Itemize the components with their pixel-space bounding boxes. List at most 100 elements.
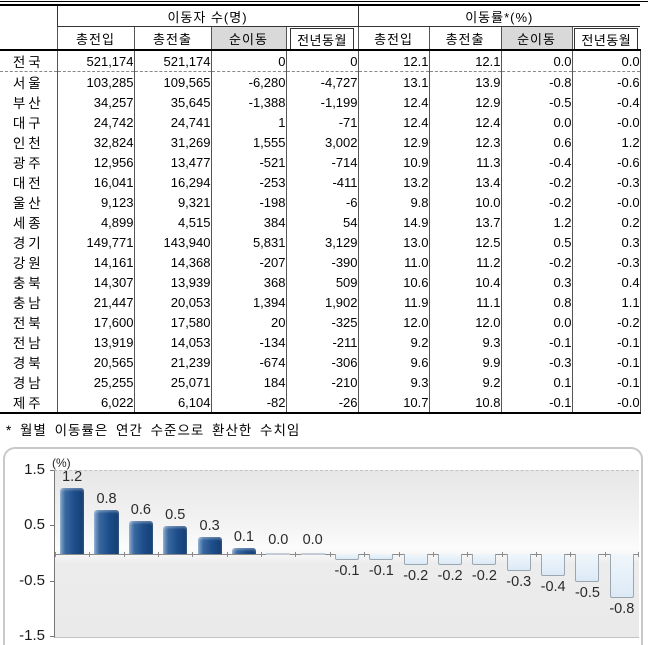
value-cell: -71 [285, 112, 359, 132]
value-cell: 103,285 [56, 71, 134, 92]
value-cell: 10.7 [357, 392, 430, 414]
value-cell: 14,161 [56, 252, 134, 272]
bar [197, 537, 222, 554]
value-cell: 14,307 [56, 272, 134, 292]
axis-tick [638, 552, 639, 557]
value-cell: -253 [210, 172, 286, 192]
value-cell: 384 [210, 212, 286, 232]
region-cell: 서울 [12, 76, 44, 91]
col-header-prev-year-month-rate: 전년동월 [571, 26, 641, 51]
bar [334, 554, 359, 560]
value-cell: 24,742 [56, 112, 134, 132]
value-cell: -0.1 [571, 332, 641, 352]
value-cell: 13.1 [357, 71, 430, 92]
value-cell: 13.7 [428, 212, 502, 232]
bar-value-label: -0.1 [368, 562, 394, 579]
value-cell: 509 [285, 272, 359, 292]
region-cell: 울산 [12, 196, 44, 211]
bar [438, 554, 463, 566]
value-cell: -6,280 [210, 71, 286, 92]
axis-tick [295, 552, 297, 557]
value-cell: -0.1 [571, 372, 641, 392]
axis-tick [398, 552, 400, 557]
chart-unit-label: (%) [52, 456, 71, 470]
bar-slot: -0.2 [432, 471, 467, 637]
value-cell: -0.3 [571, 252, 641, 272]
table-note: * 월별 이동률은 연간 수준으로 환산한 수치임 [6, 423, 301, 438]
chart-plot-area: 1.2 0.8 0.6 0.5 0.3 0.1 0.0 0.0 -0.1 -0.1 -0.2 -0.2… [54, 469, 639, 638]
value-cell: 12.5 [428, 232, 502, 252]
value-cell: -390 [285, 252, 359, 272]
axis-tick [226, 552, 228, 557]
bar-slot: -0.5 [570, 471, 604, 637]
value-cell: -0.8 [500, 71, 573, 92]
value-cell: 13,477 [133, 152, 211, 172]
bar-value-label: 0.1 [233, 529, 255, 546]
value-cell: 9,321 [133, 192, 211, 212]
bar-value-label: 0.0 [302, 532, 323, 548]
value-cell: -134 [210, 332, 286, 352]
value-cell: 13.2 [357, 172, 430, 192]
region-cell: 광주 [12, 156, 44, 171]
bar-value-label: -0.2 [471, 568, 497, 585]
value-cell: -0.5 [500, 92, 573, 112]
value-cell: 0 [285, 50, 359, 72]
value-cell: 35,645 [133, 92, 211, 112]
prev-year-month-rate-box: 전년동월 [574, 28, 639, 49]
value-cell: 12.0 [428, 312, 502, 332]
value-cell: 20 [210, 312, 286, 332]
value-cell: 54 [285, 212, 359, 232]
bar-slot: 0.3 [192, 471, 226, 637]
bar-slot: -0.2 [467, 471, 501, 637]
value-cell: -0.2 [500, 172, 573, 192]
bar-value-label: 0.0 [268, 532, 289, 548]
region-cell: 전국 [0, 50, 57, 72]
value-cell: 17,580 [133, 312, 211, 332]
y-axis-tick-label: 1.5 [24, 461, 45, 478]
value-cell: 12.4 [428, 112, 502, 132]
value-cell: 3,129 [285, 232, 359, 252]
value-cell: -0.2 [500, 192, 573, 212]
axis-tick [329, 552, 331, 557]
bar [128, 520, 153, 554]
value-cell: 10.6 [357, 272, 430, 292]
value-cell: 32,824 [56, 132, 134, 152]
y-axis-tick-label: -0.5 [19, 571, 45, 589]
value-cell: 1.1 [571, 292, 641, 312]
value-cell: -0.4 [500, 152, 573, 172]
value-cell: 1,902 [285, 292, 359, 312]
table-row: 제주 6,022 6,104 -82 -26 10.7 10.8 -0.1 -0.0 [0, 392, 641, 414]
bar [94, 509, 119, 554]
value-cell: -521 [210, 152, 286, 172]
bar-slot: -0.4 [535, 471, 570, 637]
table-row: 충남 21,447 20,053 1,394 1,902 11.9 11.1 0.8 1.1 [0, 292, 641, 312]
value-cell: 368 [210, 272, 286, 292]
value-cell: 0.3 [571, 232, 641, 252]
bar-value-label: -0.4 [540, 579, 566, 596]
bar [231, 548, 256, 554]
value-cell: 0.0 [571, 50, 641, 72]
value-cell: 521,174 [56, 50, 134, 72]
table-body: 전국 521,174 521,174 0 0 12.1 12.1 0.0 0.0 서울 103,28… [0, 50, 641, 414]
value-cell: 1.2 [571, 132, 641, 152]
value-cell: 11.3 [428, 152, 502, 172]
col-header-total-out: 총전출 [133, 26, 211, 51]
value-cell: 0 [210, 50, 286, 72]
value-cell: -306 [285, 352, 359, 372]
group-header-row: 이동자 수(명) 이동률*(%) [0, 5, 641, 51]
group-header-movers: 이동자 수(명) [56, 5, 359, 27]
col-header-total-in-rate: 총전입 [357, 26, 430, 51]
region-cell: 경남 [12, 376, 44, 391]
value-cell: 13.4 [428, 172, 502, 192]
y-axis-tick-label: 0.5 [24, 516, 45, 534]
value-cell: -0.1 [500, 332, 573, 352]
value-cell: 16,041 [56, 172, 134, 192]
value-cell: 1.2 [500, 212, 573, 232]
value-cell: 21,447 [56, 292, 134, 312]
value-cell: 0.5 [500, 232, 573, 252]
value-cell: -0.6 [571, 152, 641, 172]
bar [609, 554, 634, 599]
bar-value-label: -0.5 [574, 584, 600, 601]
bar-value-label: -0.2 [437, 568, 463, 585]
bar-slot: 0.1 [226, 471, 261, 637]
